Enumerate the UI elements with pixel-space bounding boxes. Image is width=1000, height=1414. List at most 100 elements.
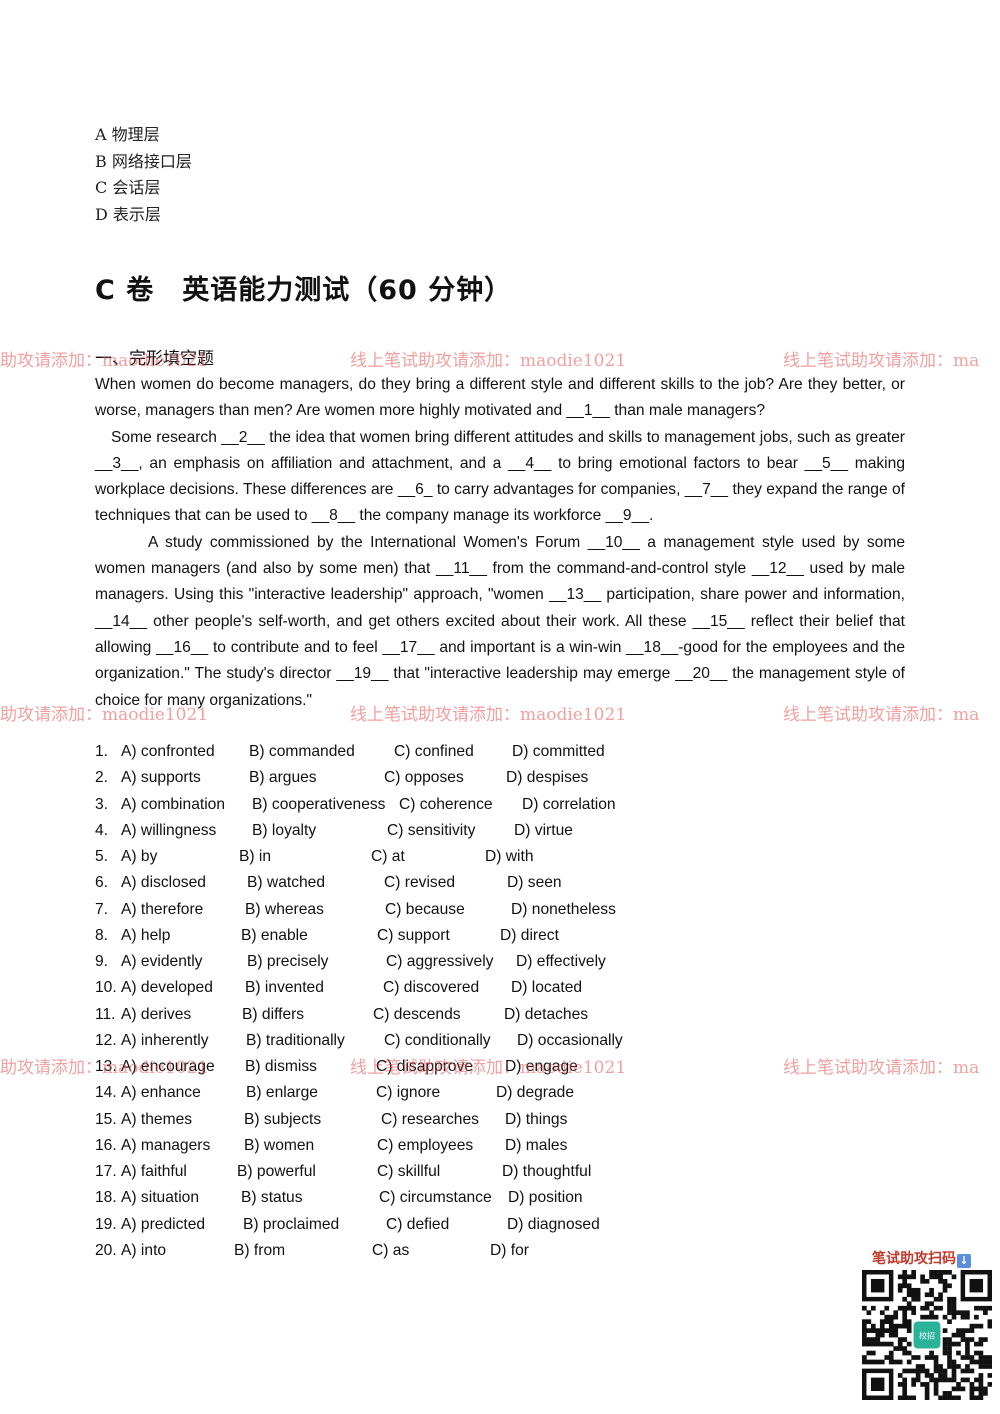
option-b: B) in	[239, 848, 272, 865]
option-d: D) position	[508, 1189, 583, 1207]
option-number: 9.	[95, 953, 109, 970]
qr-module	[974, 1314, 979, 1320]
qr-module	[938, 1296, 943, 1302]
qr-code[interactable]: 校招	[862, 1270, 992, 1400]
qr-module	[978, 1391, 984, 1396]
qr-module	[947, 1270, 952, 1275]
qr-module	[974, 1323, 979, 1329]
qr-logo	[913, 1321, 941, 1349]
qr-module	[884, 1319, 890, 1324]
option-number: 18.	[95, 1189, 117, 1207]
qr-module	[884, 1305, 890, 1311]
qr-module	[978, 1341, 984, 1347]
qr-module	[897, 1305, 903, 1311]
option-d: D) correlation	[522, 795, 616, 813]
qr-module	[978, 1350, 984, 1356]
qr-module	[969, 1355, 975, 1360]
qr-module	[920, 1305, 925, 1311]
qr-module	[897, 1287, 903, 1293]
qr-module	[969, 1328, 975, 1333]
option-number: 20.	[95, 1241, 117, 1259]
option-d: D) nonetheless	[511, 900, 616, 918]
option-d: D) diagnosed	[507, 1215, 600, 1233]
qr-module	[866, 1310, 872, 1316]
qr-module	[924, 1278, 930, 1284]
qr-module	[902, 1310, 908, 1316]
qr-module	[911, 1310, 916, 1316]
option-d: D) direct	[500, 926, 559, 944]
option-a: A) managers	[121, 1136, 211, 1154]
qr-module	[924, 1305, 930, 1311]
qr-module	[947, 1305, 952, 1311]
qr-module	[951, 1305, 957, 1311]
qr-module	[897, 1337, 903, 1342]
qr-module	[902, 1305, 908, 1311]
qr-module	[915, 1377, 921, 1383]
option-b: B) traditionally	[246, 1031, 345, 1049]
qr-module	[924, 1355, 930, 1360]
qr-module	[983, 1310, 988, 1316]
qr-module	[929, 1287, 934, 1293]
qr-module	[947, 1283, 952, 1289]
qr-module	[911, 1355, 916, 1360]
qr-module	[906, 1283, 912, 1289]
option-a: A) disclosed	[121, 874, 206, 892]
option-c: C) descends	[373, 1005, 461, 1023]
option-a: A) therefore	[121, 900, 204, 918]
qr-module	[983, 1305, 988, 1311]
qr-module	[870, 1337, 876, 1342]
option-c: C) confined	[394, 743, 474, 760]
option-c: C) opposes	[384, 769, 464, 787]
option-a: A 物理层	[95, 125, 160, 144]
qr-module	[929, 1350, 934, 1356]
option-b: B) enlarge	[246, 1084, 318, 1102]
option-number: 6.	[95, 874, 109, 892]
qr-module	[897, 1373, 903, 1378]
qr-module	[933, 1386, 939, 1392]
qr-module	[933, 1359, 939, 1365]
qr-module	[862, 1337, 867, 1342]
qr-module	[870, 1350, 876, 1356]
qr-module	[942, 1278, 948, 1284]
qr-module	[965, 1337, 970, 1342]
qr-module	[870, 1305, 876, 1311]
qr-module	[893, 1323, 899, 1329]
option-number: 15.	[95, 1110, 117, 1128]
qr-finder-pattern	[870, 1377, 885, 1392]
qr-module	[879, 1328, 885, 1333]
qr-module	[974, 1377, 979, 1383]
qr-module	[956, 1395, 961, 1400]
qr-module	[951, 1296, 957, 1302]
qr-module	[987, 1355, 992, 1360]
qr-module	[965, 1328, 970, 1333]
qr-module	[866, 1341, 872, 1347]
option-number: 3.	[95, 795, 109, 813]
option-number: 17.	[95, 1163, 117, 1180]
option-d: D) effectively	[516, 953, 606, 970]
qr-module	[938, 1278, 943, 1284]
qr-module	[929, 1314, 934, 1320]
qr-module	[862, 1332, 867, 1338]
qr-module	[879, 1341, 885, 1347]
qr-module	[978, 1364, 984, 1369]
qr-module	[884, 1314, 890, 1320]
qr-module	[938, 1270, 943, 1275]
qr-module	[947, 1364, 952, 1369]
qr-module	[933, 1270, 939, 1275]
qr-module	[875, 1328, 881, 1333]
qr-module	[987, 1359, 992, 1365]
qr-module	[969, 1359, 975, 1365]
qr-module	[906, 1287, 912, 1293]
qr-module	[888, 1341, 894, 1347]
option-a: A) predicted	[121, 1215, 206, 1233]
qr-module	[965, 1310, 970, 1316]
qr-module	[942, 1283, 948, 1289]
qr-module	[947, 1337, 952, 1342]
qr-module	[956, 1341, 961, 1347]
option-b: B 网络接口层	[95, 151, 192, 171]
qr-module	[942, 1328, 948, 1333]
qr-caption-text: 笔试助攻扫码	[872, 1251, 956, 1267]
qr-module	[987, 1319, 992, 1324]
option-b: B) invented	[245, 979, 324, 997]
option-d: D) thoughtful	[502, 1163, 592, 1180]
